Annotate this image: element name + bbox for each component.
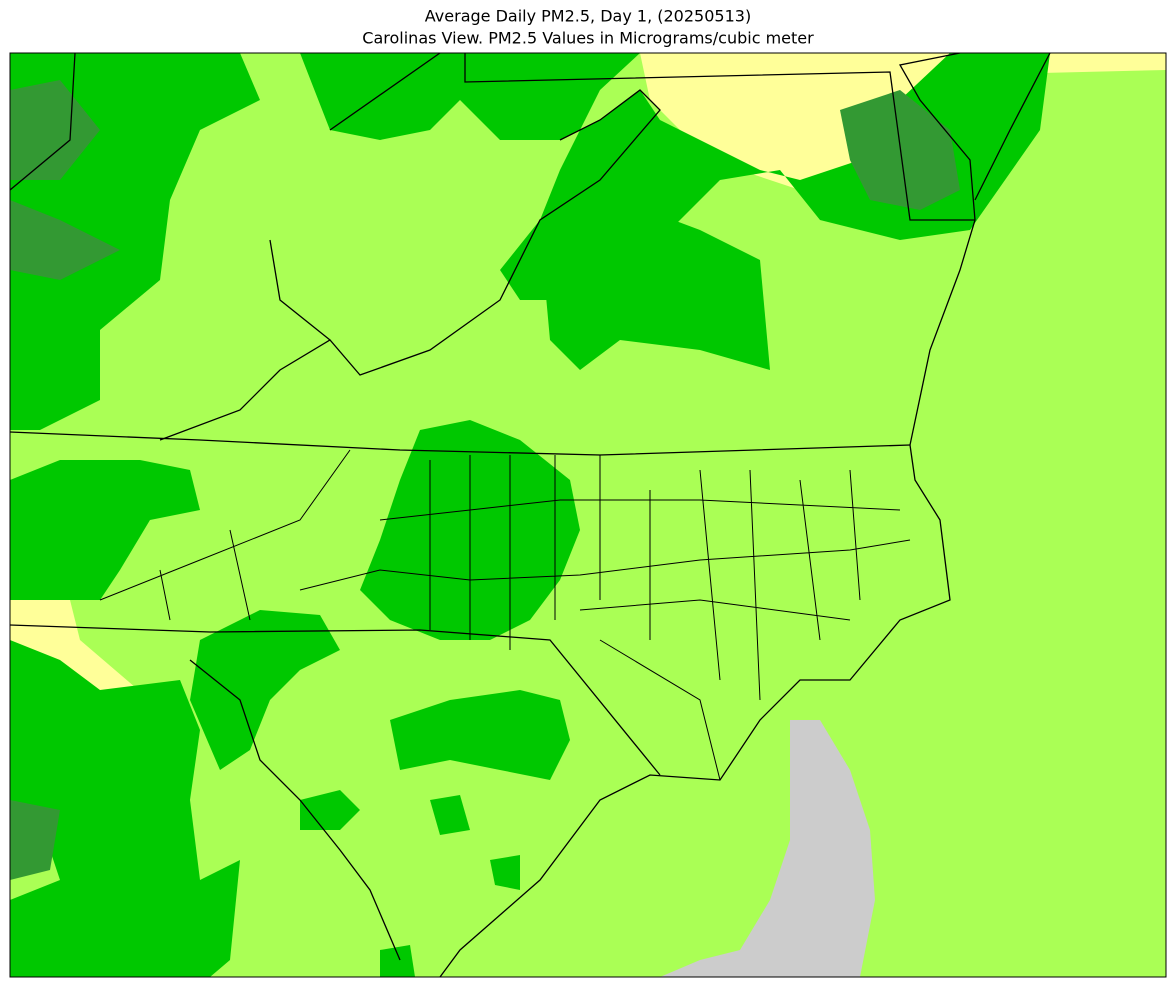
state-border [269,53,441,341]
green-region [380,945,415,977]
green-region [190,610,340,770]
green-region [10,640,240,977]
county-lines [99,449,911,781]
map-subtitle: Carolinas View. PM2.5 Values in Microgra… [362,29,814,48]
darker-green-region [10,200,120,280]
map-frame [9,52,1167,978]
green-region [300,790,360,830]
state-border [10,53,76,191]
green-region [490,855,520,890]
green-region [10,460,200,600]
map-title: Average Daily PM2.5, Day 1, (20250513) [425,7,751,26]
coastline [898,53,1051,446]
map-area [10,53,1166,977]
gray-region [660,720,875,977]
state-border [159,89,661,441]
green-region [390,690,570,780]
state-border [10,431,911,456]
state-border [464,53,975,221]
state-border [189,659,401,961]
darker-green-region [10,80,100,180]
darker-green-region [10,800,60,880]
green-region [430,795,470,835]
green-region [540,200,770,370]
coastline [439,444,951,977]
state-border [10,624,661,776]
green-region [300,53,1050,300]
